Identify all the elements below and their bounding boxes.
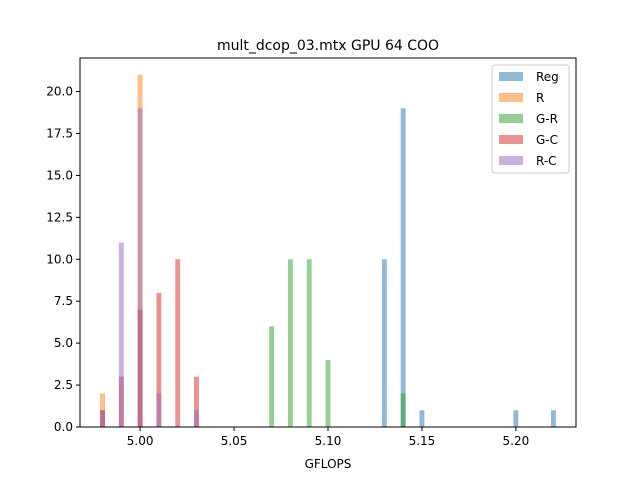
bar-g-r-3 (325, 359, 331, 427)
legend-swatch-reg (499, 72, 523, 81)
x-tick-label: 5.15 (409, 434, 436, 448)
bar-r-c-3 (156, 393, 162, 427)
legend-label-r: R (536, 91, 544, 105)
bar-g-r-2 (306, 259, 312, 427)
bar-r-c-4 (194, 410, 199, 427)
y-tick-label: 12.5 (46, 210, 73, 224)
bar-r-c-2 (137, 108, 143, 427)
y-tick-label: 17.5 (46, 126, 73, 140)
legend-label-reg: Reg (536, 70, 559, 84)
bar-reg-1 (400, 108, 406, 427)
bar-reg-0 (381, 259, 387, 427)
y-tick-label: 2.5 (54, 378, 73, 392)
y-tick-label: 10.0 (46, 252, 73, 266)
legend-box (491, 64, 570, 174)
x-tick-label: 5.05 (221, 434, 248, 448)
bar-g-c-3 (156, 292, 162, 427)
bar-reg-4 (551, 410, 556, 427)
legend-label-r-c: R-C (536, 154, 557, 168)
x-axis: 5.00 5.05 5.10 5.15 5.20 (127, 427, 529, 448)
legend-swatch-r (499, 93, 523, 102)
y-tick-label: 20.0 (46, 85, 73, 99)
bar-reg-3 (513, 410, 519, 427)
y-axis: 0.0 2.5 5.0 7.5 10.0 12.5 15.0 17.5 20.0 (46, 85, 80, 434)
legend-swatch-g-r (499, 114, 523, 123)
bar-g-c-5 (194, 376, 199, 427)
x-tick-label: 5.20 (503, 434, 530, 448)
legend-label-g-r: G-R (536, 112, 558, 126)
legend: Reg R G-R G-C R-C (491, 64, 570, 174)
bar-g-r-1 (287, 259, 293, 427)
bar-r-c-1 (118, 242, 124, 427)
bar-g-r-4 (400, 393, 406, 427)
x-tick-label: 5.00 (127, 434, 154, 448)
legend-swatch-g-c (499, 135, 523, 144)
chart-title: mult_dcop_03.mtx GPU 64 COO (217, 38, 439, 54)
y-tick-label: 15.0 (46, 168, 73, 182)
bar-g-r-0 (269, 326, 275, 427)
legend-label-g-c: G-C (536, 133, 558, 147)
x-tick-label: 5.10 (315, 434, 342, 448)
y-tick-label: 0.0 (54, 420, 73, 434)
bar-g-c-4 (175, 259, 181, 427)
y-tick-label: 7.5 (54, 294, 73, 308)
bar-reg-2 (419, 410, 425, 427)
x-axis-label: GFLOPS (305, 457, 352, 471)
bar-r-c-0 (100, 410, 105, 427)
legend-swatch-r-c (499, 156, 523, 165)
bars-layer (100, 74, 556, 428)
bar-r-0 (100, 393, 105, 427)
y-tick-label: 5.0 (54, 336, 73, 350)
